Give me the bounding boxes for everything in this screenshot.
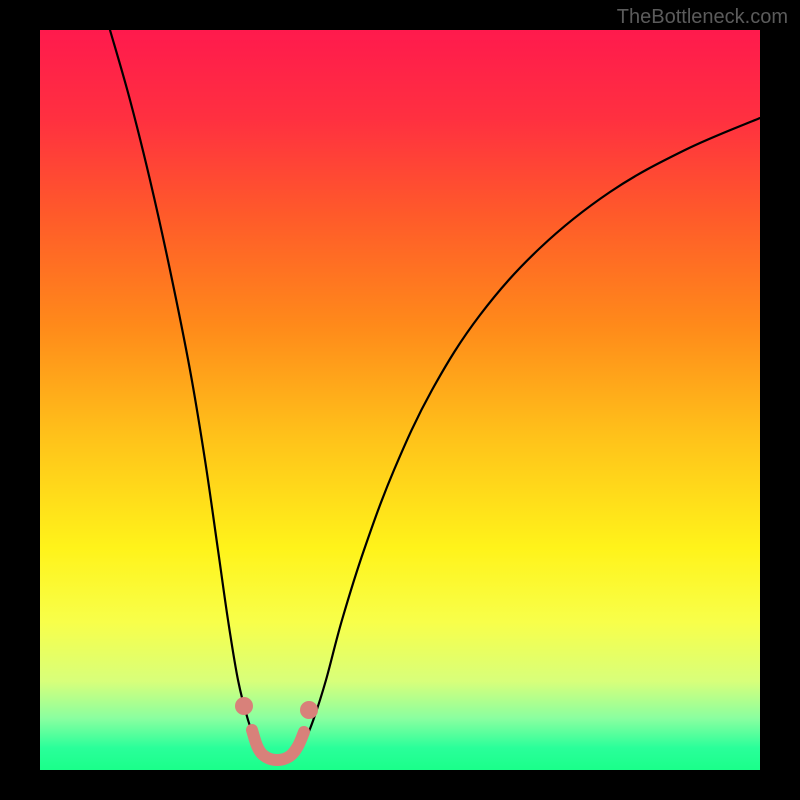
watermark-text: TheBottleneck.com bbox=[617, 6, 788, 29]
bottleneck-chart bbox=[0, 0, 800, 800]
chart-svg bbox=[0, 0, 800, 800]
